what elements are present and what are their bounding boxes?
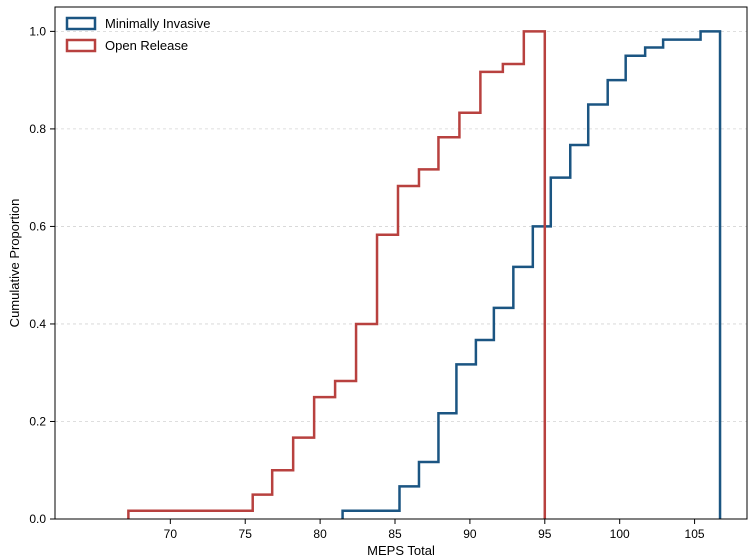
y-tick-label-0: 0.0 xyxy=(29,512,46,526)
x-tick-label-1: 75 xyxy=(239,527,253,541)
series-line-0 xyxy=(341,30,722,519)
x-axis-ticks: 70 75 80 85 90 95 100 105 xyxy=(164,519,705,541)
x-axis-label: MEPS Total xyxy=(367,543,435,558)
legend-label-0: Minimally Invasive xyxy=(105,16,210,31)
y-tick-label-2: 0.4 xyxy=(29,317,46,331)
x-tick-label-4: 90 xyxy=(463,527,477,541)
y-tick-label-1: 0.2 xyxy=(29,414,46,428)
x-tick-label-2: 80 xyxy=(313,527,327,541)
series-line-1 xyxy=(127,30,547,519)
series-layer xyxy=(127,30,722,519)
x-tick-label-3: 85 xyxy=(388,527,402,541)
legend-swatch-0 xyxy=(65,16,97,31)
y-axis-label: Cumulative Proportion xyxy=(7,199,22,328)
grid-lines xyxy=(55,30,747,520)
x-tick-label-6: 100 xyxy=(610,527,630,541)
y-axis-ticks: 0.0 0.2 0.4 0.6 0.8 1.0 xyxy=(29,24,55,526)
legend: Minimally Invasive Open Release xyxy=(65,16,210,53)
plot-frame xyxy=(54,6,748,520)
legend-swatch-1 xyxy=(65,38,97,53)
y-tick-label-4: 0.8 xyxy=(29,122,46,136)
x-tick-label-5: 95 xyxy=(538,527,552,541)
y-tick-label-5: 1.0 xyxy=(29,24,46,38)
x-tick-label-0: 70 xyxy=(164,527,178,541)
x-tick-label-7: 105 xyxy=(685,527,705,541)
legend-label-1: Open Release xyxy=(105,38,188,53)
y-tick-label-3: 0.6 xyxy=(29,219,46,233)
